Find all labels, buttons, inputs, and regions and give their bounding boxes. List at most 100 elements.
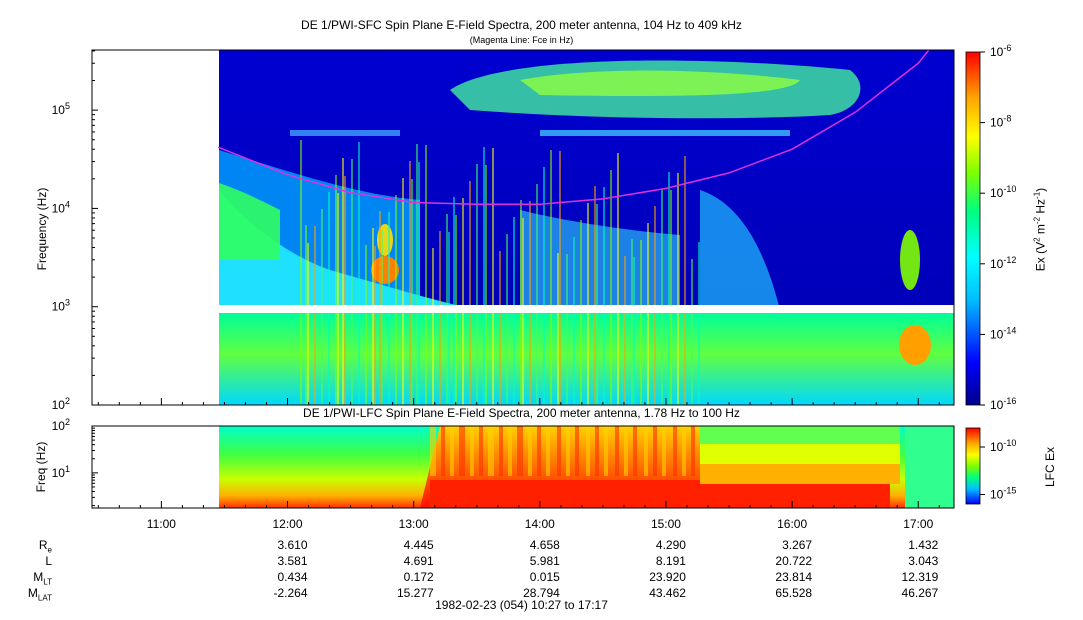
lfc-streak bbox=[595, 426, 597, 476]
sfc-streak bbox=[328, 192, 330, 405]
sfc-streak bbox=[617, 153, 619, 405]
lfc-streak bbox=[646, 426, 648, 476]
ephemeris-value: 4.691 bbox=[403, 554, 434, 568]
lfc-streak bbox=[557, 426, 559, 476]
ephemeris-value: 23.920 bbox=[649, 570, 686, 584]
ephemeris-value: 0.015 bbox=[529, 570, 560, 584]
sfc-streak bbox=[395, 195, 397, 405]
sfc-streak bbox=[520, 200, 522, 405]
lfc-streak bbox=[488, 426, 490, 476]
lfc-streak bbox=[615, 426, 617, 476]
lfc-streak bbox=[684, 426, 686, 476]
sfc-streak bbox=[342, 158, 344, 405]
lfc-streak bbox=[568, 426, 570, 476]
ephemeris-value: 65.528 bbox=[775, 586, 813, 600]
sfc-streak bbox=[374, 246, 376, 405]
lfc-streak bbox=[430, 426, 432, 476]
lfc-streak bbox=[633, 426, 635, 476]
sfc-streak bbox=[506, 234, 508, 405]
sfc-streak bbox=[550, 150, 552, 405]
lfc-ytick-label: 102 bbox=[52, 417, 70, 433]
lfc-streak bbox=[586, 426, 588, 476]
time-tick-label: 13:00 bbox=[399, 517, 429, 531]
lfc-streak bbox=[490, 426, 492, 476]
sfc-streak bbox=[381, 229, 383, 405]
sfc-streak bbox=[668, 172, 670, 405]
sfc-streak bbox=[566, 254, 568, 405]
sfc-streak bbox=[411, 179, 413, 405]
lfc-streak bbox=[566, 426, 568, 476]
lfc-streak bbox=[597, 426, 599, 476]
lfc-emission-streaks bbox=[430, 426, 695, 476]
lfc-spectrogram bbox=[219, 426, 954, 508]
lfc-streak bbox=[546, 426, 548, 476]
ephemeris-value: 4.658 bbox=[529, 538, 560, 552]
sfc-subtitle: (Magenta Line: Fce in Hz) bbox=[469, 35, 574, 45]
sfc-streak bbox=[462, 198, 464, 405]
ephemeris-value: 23.814 bbox=[775, 570, 813, 584]
lfc-streak bbox=[432, 426, 434, 476]
lfc-streak bbox=[673, 426, 675, 476]
ephemeris-value: 3.267 bbox=[782, 538, 813, 552]
ephemeris-value: 43.462 bbox=[649, 586, 686, 600]
ephemeris-value: 0.172 bbox=[403, 570, 434, 584]
sfc-streak bbox=[492, 148, 494, 405]
lfc-streak bbox=[537, 426, 539, 476]
sfc-streak bbox=[647, 223, 649, 405]
lfc-streak bbox=[530, 426, 532, 476]
ephemeris-value: 3.043 bbox=[908, 554, 939, 568]
time-tick-label: 12:00 bbox=[273, 517, 303, 531]
sfc-streak bbox=[402, 178, 404, 405]
lfc-streak bbox=[461, 426, 463, 476]
sfc-streak bbox=[425, 145, 427, 405]
lfc-streak bbox=[434, 426, 436, 476]
lfc-streak bbox=[655, 426, 657, 476]
lfc-streak bbox=[624, 426, 626, 476]
lfc-streak bbox=[653, 426, 655, 476]
sfc-streak bbox=[684, 156, 686, 405]
lfc-streak bbox=[635, 426, 637, 476]
sfc-streak bbox=[485, 165, 487, 405]
ephemeris-value: 4.445 bbox=[403, 538, 434, 552]
ephemeris-row-label: MLAT bbox=[27, 586, 52, 603]
lfc-streak bbox=[675, 426, 677, 476]
sfc-streak bbox=[476, 164, 478, 405]
ephemeris-value: 0.434 bbox=[277, 570, 308, 584]
sfc-emission-streaks bbox=[300, 140, 700, 405]
sfc-streak bbox=[698, 242, 700, 405]
ephemeris-value: 3.581 bbox=[277, 554, 308, 568]
ephemeris-value: 3.610 bbox=[277, 538, 308, 552]
sfc-streak bbox=[358, 142, 360, 405]
lfc-nodata-region bbox=[92, 426, 218, 508]
time-tick-label: 14:00 bbox=[525, 517, 555, 531]
sfc-streak bbox=[529, 201, 531, 405]
lfc-streak bbox=[459, 426, 461, 476]
lfc-streak bbox=[481, 426, 483, 476]
ephemeris-row-label: MLT bbox=[33, 570, 52, 587]
lfc-streak bbox=[575, 426, 577, 476]
time-tick-label: 11:00 bbox=[147, 517, 176, 531]
lfc-streak bbox=[606, 426, 608, 476]
sfc-streak bbox=[307, 243, 309, 405]
sfc-title: DE 1/PWI-SFC Spin Plane E-Field Spectra,… bbox=[301, 18, 742, 32]
sfc-streak bbox=[351, 159, 353, 405]
sfc-streak bbox=[573, 237, 575, 405]
sfc-streak bbox=[483, 147, 485, 405]
lfc-streak bbox=[470, 426, 472, 476]
lfc-cbar-tick-label: 10-15 bbox=[990, 486, 1016, 502]
fce-magenta-line bbox=[217, 50, 930, 206]
sfc-streak bbox=[691, 259, 693, 405]
sfc-streak bbox=[670, 190, 672, 405]
sfc-streak bbox=[596, 204, 598, 405]
sfc-streak bbox=[499, 251, 501, 405]
sfc-streak bbox=[416, 144, 418, 405]
sfc-streak bbox=[305, 225, 307, 405]
sfc-streak bbox=[557, 253, 559, 405]
sfc-streak bbox=[469, 181, 471, 405]
lfc-ytick-label: 101 bbox=[52, 464, 70, 480]
lfc-streak bbox=[517, 426, 519, 476]
sfc-cbar-tick-label: 10-8 bbox=[990, 114, 1011, 130]
sfc-streak bbox=[587, 203, 589, 405]
sfc-streak bbox=[432, 248, 434, 405]
